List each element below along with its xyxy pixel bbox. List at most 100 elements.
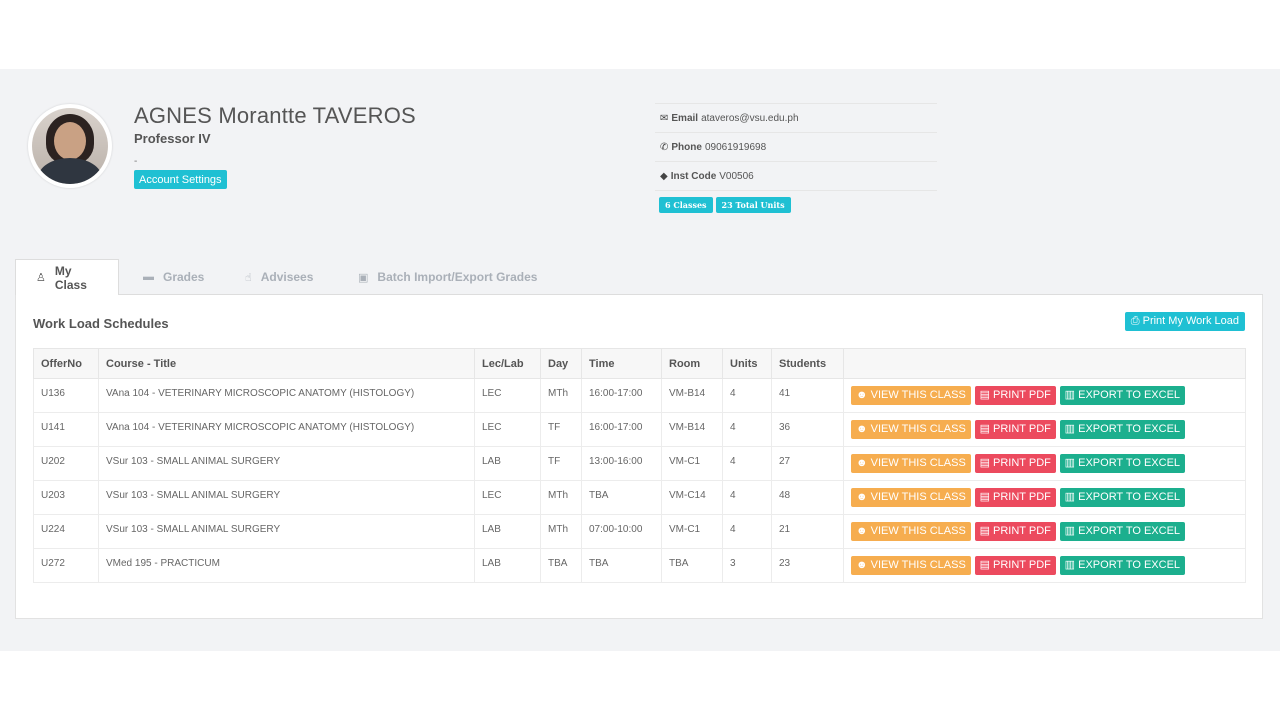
excel-file-icon: ▥ <box>1064 423 1079 435</box>
work-load-table: OfferNo Course - Title Lec/Lab Day Time … <box>33 348 1246 583</box>
table-row: U141 VAna 104 - VETERINARY MICROSCOPIC AN… <box>33 412 1246 447</box>
table-cell: VM-C1 <box>661 514 723 549</box>
export-excel-button[interactable]: ▥ EXPORT TO EXCEL <box>1059 522 1186 541</box>
account-settings-button[interactable]: Account Settings <box>134 170 227 189</box>
table-row: U202 VSur 103 - SMALL ANIMAL SURGERY LAB TF… <box>33 446 1246 481</box>
export-excel-button[interactable]: ▥ EXPORT TO EXCEL <box>1059 488 1186 507</box>
tab-advisees[interactable]: ☝ Advisees <box>245 270 314 284</box>
print-pdf-button[interactable]: ▤ PRINT PDF <box>974 420 1056 439</box>
pdf-file-icon: ▤ <box>979 491 994 503</box>
printer-icon: ⎙ <box>1130 315 1140 327</box>
table-cell: MTh <box>540 378 582 413</box>
view-class-button[interactable]: ☻ VIEW THIS CLASS <box>851 556 971 575</box>
table-cell: VM-C1 <box>661 446 723 481</box>
table-cell: 13:00-16:00 <box>581 446 662 481</box>
classes-badge: 6 Classes <box>659 197 713 213</box>
email-label: Email <box>671 112 699 124</box>
table-cell: LAB <box>474 548 541 583</box>
column-header: Units <box>722 348 772 379</box>
view-class-button[interactable]: ☻ VIEW THIS CLASS <box>851 420 971 439</box>
work-load-panel: Work Load Schedules ⎙ Print My Work Load… <box>15 295 1263 619</box>
table-cell: U141 <box>33 412 99 447</box>
table-cell: LAB <box>474 514 541 549</box>
view-class-button[interactable]: ☻ VIEW THIS CLASS <box>851 488 971 507</box>
row-actions: ☻ VIEW THIS CLASS ▤ PRINT PDF ▥ EXPORT T… <box>843 514 1246 549</box>
users-icon: ☻ <box>856 389 871 401</box>
table-cell: 21 <box>771 514 844 549</box>
export-excel-button[interactable]: ▥ EXPORT TO EXCEL <box>1059 420 1186 439</box>
view-class-button[interactable]: ☻ VIEW THIS CLASS <box>851 522 971 541</box>
table-cell: 4 <box>722 378 772 413</box>
table-cell: VM-B14 <box>661 378 723 413</box>
tab-batch-import-export[interactable]: ▣ Batch Import/Export Grades <box>358 270 538 284</box>
table-cell: U272 <box>33 548 99 583</box>
table-cell: TBA <box>581 548 662 583</box>
table-cell: VAna 104 - VETERINARY MICROSCOPIC ANATOM… <box>98 412 475 447</box>
profile-name: AGNES Morantte TAVEROS <box>134 103 416 128</box>
column-header: Course - Title <box>98 348 475 379</box>
table-cell: VSur 103 - SMALL ANIMAL SURGERY <box>98 514 475 549</box>
table-cell: LEC <box>474 378 541 413</box>
view-class-button[interactable]: ☻ VIEW THIS CLASS <box>851 386 971 405</box>
inst-code-row: ◆ Inst Code V00506 <box>655 161 937 190</box>
column-header: Lec/Lab <box>474 348 541 379</box>
users-icon: ☻ <box>856 491 871 503</box>
print-pdf-button[interactable]: ▤ PRINT PDF <box>974 556 1056 575</box>
table-cell: U224 <box>33 514 99 549</box>
table-cell: 4 <box>722 480 772 515</box>
column-header: OfferNo <box>33 348 99 379</box>
users-icon: ☻ <box>856 525 871 537</box>
table-cell: 16:00-17:00 <box>581 412 662 447</box>
export-excel-button[interactable]: ▥ EXPORT TO EXCEL <box>1059 454 1186 473</box>
table-cell: VSur 103 - SMALL ANIMAL SURGERY <box>98 480 475 515</box>
profile-role: Professor IV <box>134 131 211 146</box>
excel-file-icon: ▥ <box>1064 389 1079 401</box>
table-cell: TF <box>540 446 582 481</box>
table-cell: MTh <box>540 514 582 549</box>
table-cell: TBA <box>581 480 662 515</box>
pdf-file-icon: ▤ <box>979 423 994 435</box>
tab-grades[interactable]: ▬ Grades <box>143 270 205 284</box>
panel-title: Work Load Schedules <box>33 316 169 331</box>
export-excel-button[interactable]: ▥ EXPORT TO EXCEL <box>1059 386 1186 405</box>
row-actions: ☻ VIEW THIS CLASS ▤ PRINT PDF ▥ EXPORT T… <box>843 378 1246 413</box>
table-cell: 27 <box>771 446 844 481</box>
table-cell: VM-B14 <box>661 412 723 447</box>
column-header: Students <box>771 348 844 379</box>
print-pdf-button[interactable]: ▤ PRINT PDF <box>974 522 1056 541</box>
users-icon: ☻ <box>856 457 871 469</box>
email-row: ✉ Email ataveros@vsu.edu.ph <box>655 103 937 132</box>
inst-code-label: Inst Code <box>670 170 717 182</box>
print-pdf-button[interactable]: ▤ PRINT PDF <box>974 386 1056 405</box>
row-actions: ☻ VIEW THIS CLASS ▤ PRINT PDF ▥ EXPORT T… <box>843 548 1246 583</box>
row-actions: ☻ VIEW THIS CLASS ▤ PRINT PDF ▥ EXPORT T… <box>843 412 1246 447</box>
table-row: U224 VSur 103 - SMALL ANIMAL SURGERY LAB MT… <box>33 514 1246 549</box>
pdf-file-icon: ▤ <box>979 559 994 571</box>
column-header: Day <box>540 348 582 379</box>
phone-value: 09061919698 <box>704 141 767 153</box>
users-icon: ☻ <box>856 423 871 435</box>
table-cell: LEC <box>474 412 541 447</box>
table-cell: 4 <box>722 446 772 481</box>
print-work-load-button[interactable]: ⎙ Print My Work Load <box>1124 312 1245 331</box>
table-cell: 07:00-10:00 <box>581 514 662 549</box>
tab-my-class[interactable]: ♙ My Class <box>15 259 119 296</box>
table-cell: VM-C14 <box>661 480 723 515</box>
excel-file-icon: ▥ <box>1064 559 1079 571</box>
row-actions: ☻ VIEW THIS CLASS ▤ PRINT PDF ▥ EXPORT T… <box>843 446 1246 481</box>
table-cell: LEC <box>474 480 541 515</box>
pdf-file-icon: ▤ <box>979 457 994 469</box>
table-cell: 4 <box>722 412 772 447</box>
column-header-actions <box>843 348 1246 379</box>
table-row: U203 VSur 103 - SMALL ANIMAL SURGERY LEC MT… <box>33 480 1246 515</box>
avatar <box>28 104 112 188</box>
person-icon: ♙ <box>36 272 46 284</box>
phone-label: Phone <box>671 141 702 153</box>
contact-info: ✉ Email ataveros@vsu.edu.ph ✆ Phone 0906… <box>655 103 937 191</box>
print-pdf-button[interactable]: ▤ PRINT PDF <box>974 454 1056 473</box>
export-excel-button[interactable]: ▥ EXPORT TO EXCEL <box>1059 556 1186 575</box>
print-pdf-button[interactable]: ▤ PRINT PDF <box>974 488 1056 507</box>
table-cell: 36 <box>771 412 844 447</box>
table-cell: 23 <box>771 548 844 583</box>
view-class-button[interactable]: ☻ VIEW THIS CLASS <box>851 454 971 473</box>
